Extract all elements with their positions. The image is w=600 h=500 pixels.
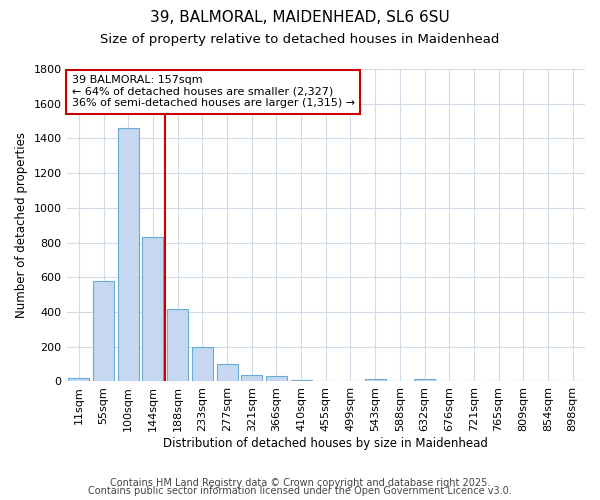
Bar xyxy=(68,378,89,382)
Bar xyxy=(217,364,238,382)
Bar xyxy=(365,379,386,382)
Bar xyxy=(118,128,139,382)
Text: Contains HM Land Registry data © Crown copyright and database right 2025.: Contains HM Land Registry data © Crown c… xyxy=(110,478,490,488)
Text: Size of property relative to detached houses in Maidenhead: Size of property relative to detached ho… xyxy=(100,32,500,46)
Bar xyxy=(142,238,163,382)
X-axis label: Distribution of detached houses by size in Maidenhead: Distribution of detached houses by size … xyxy=(163,437,488,450)
Text: 39, BALMORAL, MAIDENHEAD, SL6 6SU: 39, BALMORAL, MAIDENHEAD, SL6 6SU xyxy=(150,10,450,25)
Bar xyxy=(266,376,287,382)
Bar xyxy=(167,308,188,382)
Text: 39 BALMORAL: 157sqm
← 64% of detached houses are smaller (2,327)
36% of semi-det: 39 BALMORAL: 157sqm ← 64% of detached ho… xyxy=(72,75,355,108)
Bar xyxy=(93,281,114,382)
Bar xyxy=(192,346,213,382)
Y-axis label: Number of detached properties: Number of detached properties xyxy=(15,132,28,318)
Bar xyxy=(290,380,311,382)
Text: Contains public sector information licensed under the Open Government Licence v3: Contains public sector information licen… xyxy=(88,486,512,496)
Bar xyxy=(241,376,262,382)
Bar xyxy=(414,379,435,382)
